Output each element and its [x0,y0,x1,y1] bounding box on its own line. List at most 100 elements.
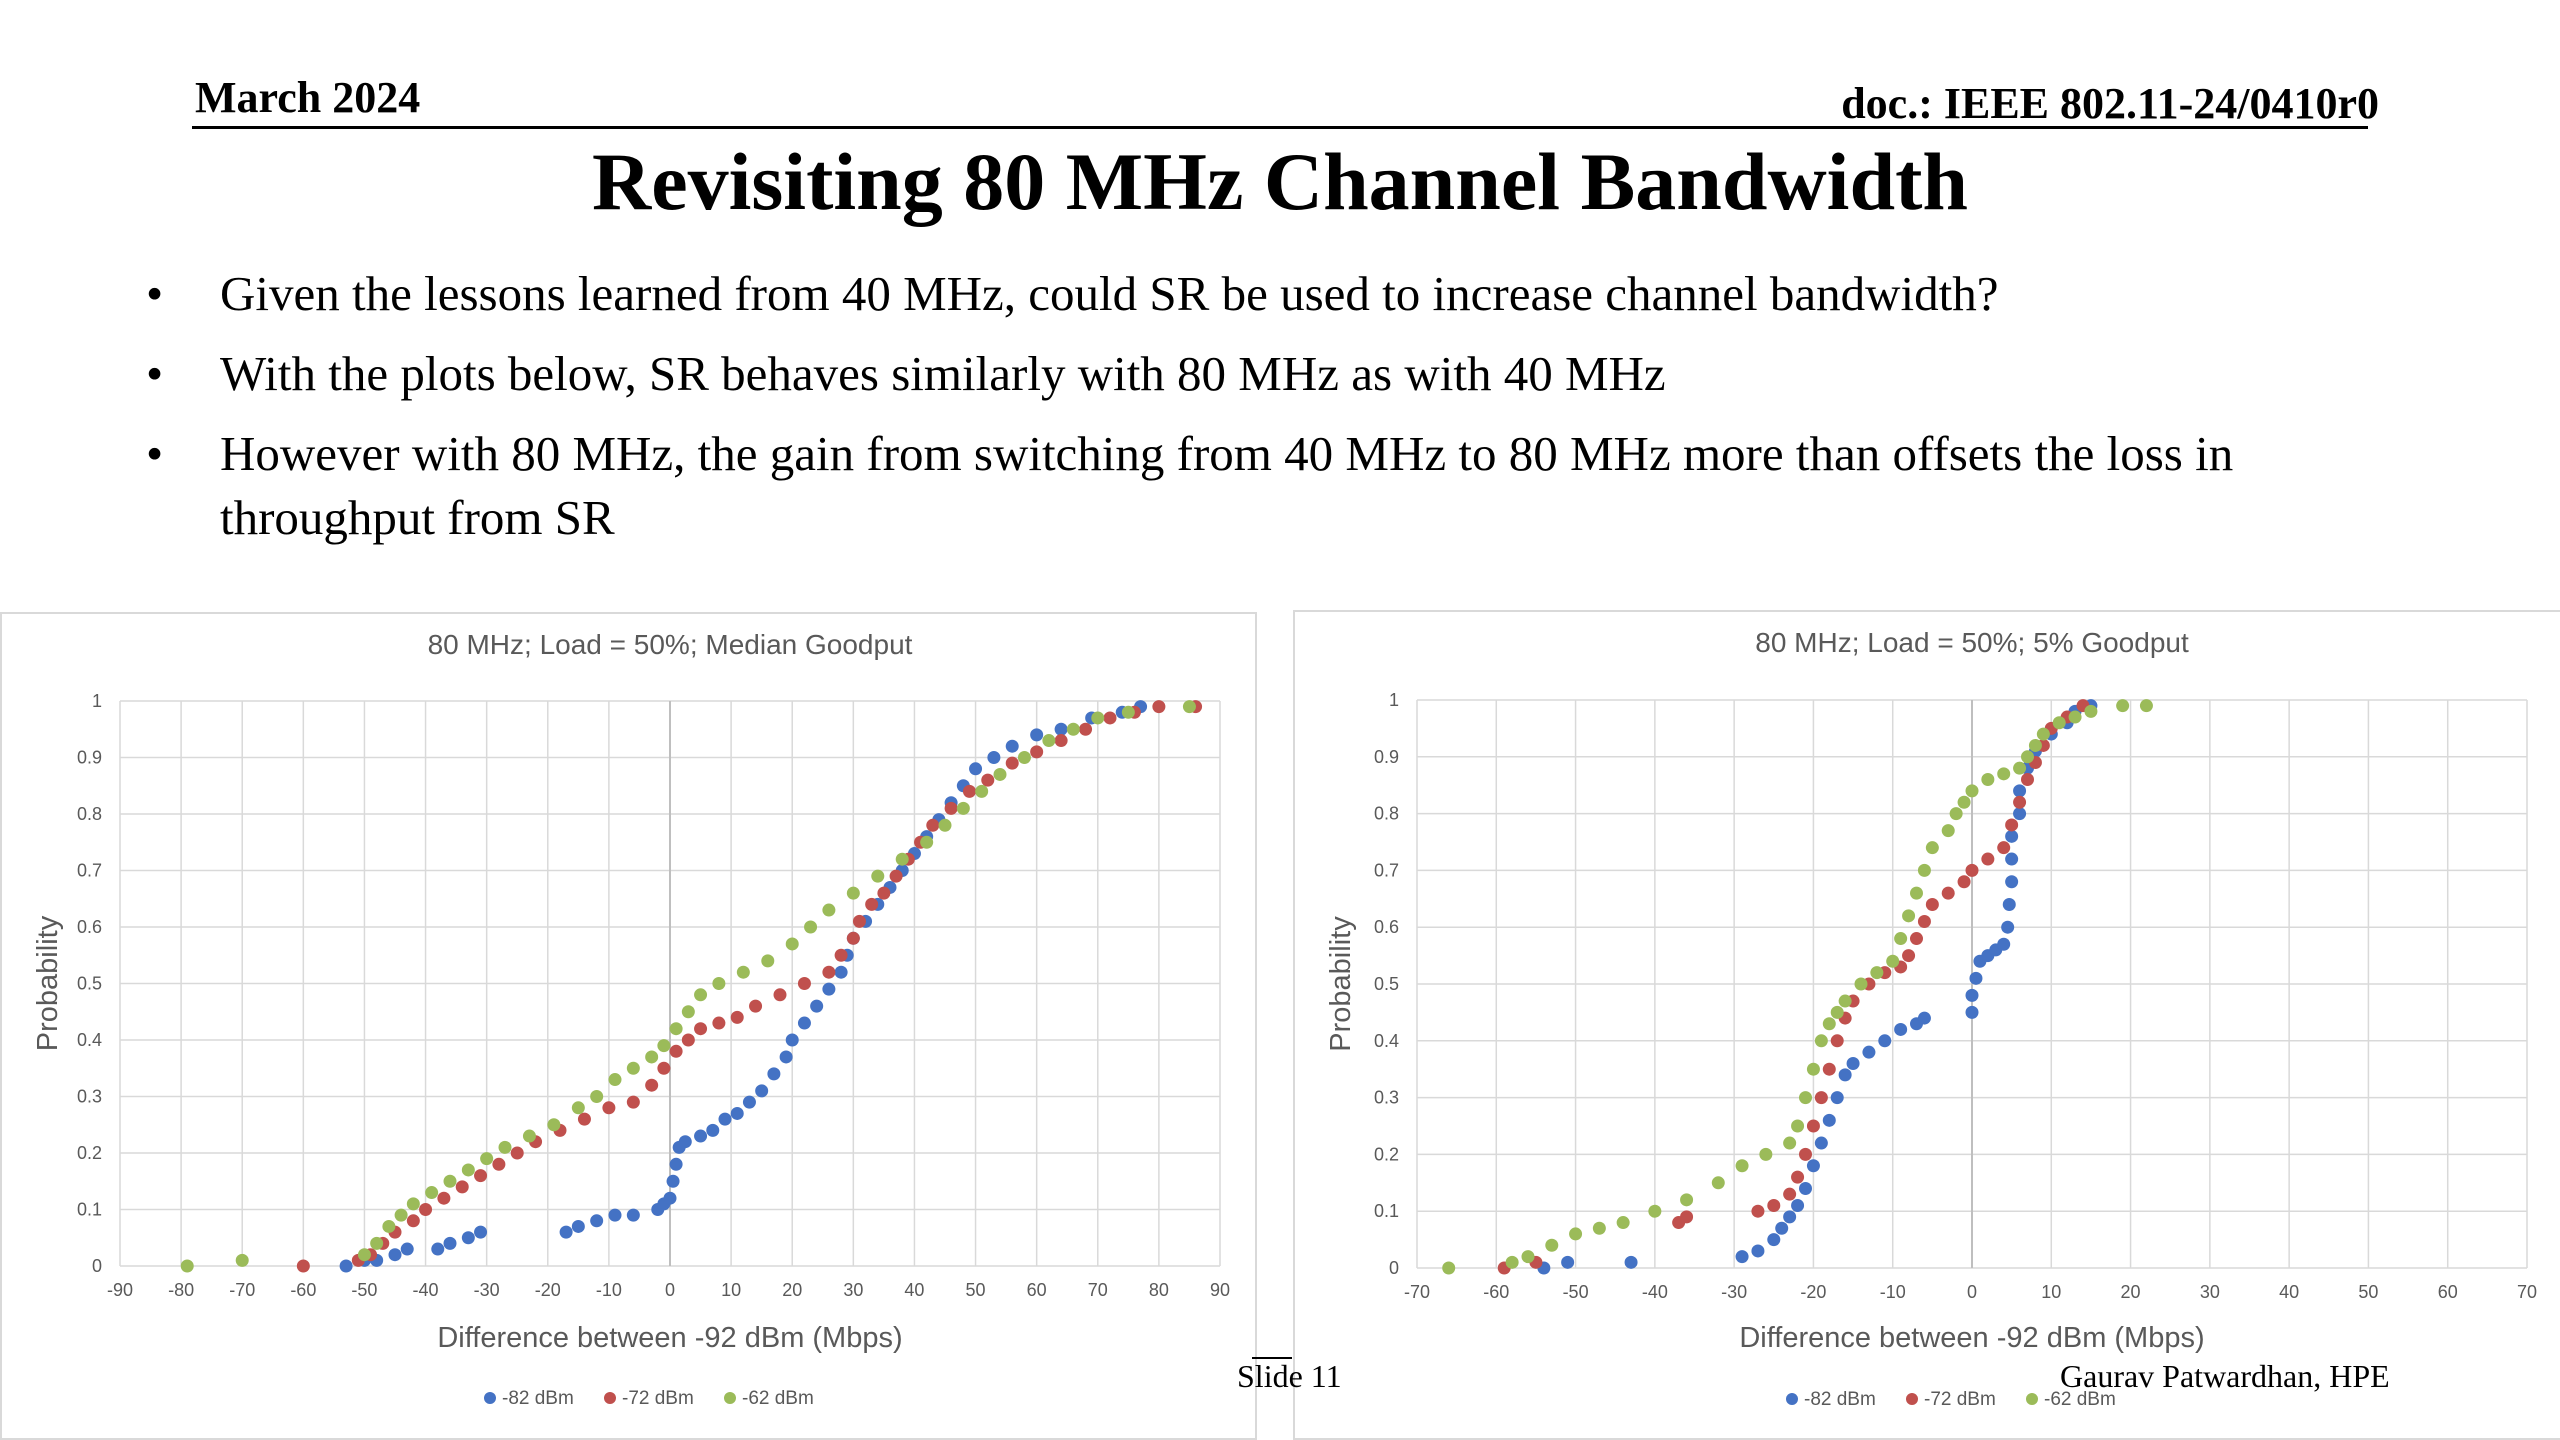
data-point [2021,773,2034,787]
legend-marker [724,1392,736,1404]
x-tick-label: 50 [966,1280,986,1300]
y-tick-label: 0 [92,1256,102,1276]
x-tick-label: 10 [2041,1282,2061,1302]
data-point [981,773,995,787]
data-point [2139,699,2153,713]
data-point [1521,1250,1535,1264]
data-point [1878,1034,1892,1048]
data-point [761,954,775,968]
data-point [1814,1034,1828,1048]
data-point [1005,756,1019,770]
data-point [2052,716,2066,730]
data-point [1592,1221,1606,1235]
data-point [559,1225,573,1239]
data-point [2013,795,2027,809]
data-point [443,1236,457,1250]
data-point [455,1180,469,1194]
data-point [510,1146,524,1160]
x-tick-label: 40 [904,1280,924,1300]
data-point [2068,710,2082,724]
data-point [669,1022,683,1036]
data-point [846,886,860,900]
data-point [1981,852,1995,866]
data-point [938,818,952,832]
bullet-item: • With the plots below, SR behaves simila… [140,342,2460,406]
data-point [1066,722,1080,736]
data-point [339,1259,353,1273]
data-point [419,1203,433,1216]
chart-panel-5pct-goodput: 80 MHz; Load = 50%; 5% Goodput -70 -60 -50-… [1293,610,2560,1440]
data-point [608,1073,622,1087]
data-point [712,1016,726,1030]
data-point [1791,1170,1805,1184]
legend-marker [2026,1393,2038,1405]
y-tick-label: 0.1 [77,1200,102,1220]
data-point [1783,1187,1797,1201]
data-point [1680,1210,1694,1224]
bullet-item: • Given the lessons learned from 40 MHz, … [140,262,2460,326]
data-point [797,1016,811,1030]
x-tick-label: 40 [2279,1282,2299,1302]
y-tick-label: 0.3 [77,1087,102,1107]
data-point [498,1140,512,1154]
data-point [1030,728,1044,742]
data-point [834,948,848,962]
y-tick-labels: 0 0.1 0.2 0.3 0.4 0.5 0.6 0.7 0.8 0.9 1 [77,691,102,1276]
slide-number-rule [1252,1357,1292,1359]
data-point [2005,852,2019,866]
data-point [2021,750,2034,764]
x-tick-label: 0 [1967,1282,1977,1302]
bullet-text: With the plots below, SR behaves similar… [220,346,1666,401]
legend-label: -82 dBm [502,1388,574,1409]
data-point [1838,994,1852,1008]
x-tick-label: -20 [1800,1282,1826,1302]
data-point [590,1214,604,1228]
x-tick-label: 70 [2517,1282,2537,1302]
x-tick-label: -90 [107,1280,133,1300]
x-tick-label: 20 [2121,1282,2141,1302]
x-tick-label: 90 [1210,1280,1230,1300]
series-2 [1497,699,2090,1275]
data-point [2013,807,2027,821]
data-point [956,801,970,815]
data-point [2005,829,2019,843]
data-point [1569,1227,1583,1241]
data-point [1949,807,1963,821]
data-point [2001,920,2015,934]
data-point [736,965,750,979]
data-point [1751,1204,1765,1218]
chart-median-goodput: 80 MHz; Load = 50%; Median Goodput -90 -80… [32,629,1230,1409]
data-point [1759,1147,1773,1161]
data-point [681,1033,695,1047]
x-tick-label: -50 [1563,1282,1589,1302]
data-point [755,1084,769,1098]
chart-5pct-goodput: 80 MHz; Load = 50%; 5% Goodput-70 -60 -50-… [1325,627,2537,1410]
data-point [1806,1062,1820,1076]
data-point [400,1242,414,1256]
y-tick-label: 0.8 [1374,804,1399,824]
data-point [834,965,848,979]
series-1 [1537,699,2098,1275]
slide-number: Slide 11 [1237,1358,1342,1394]
x-tick-label: 30 [2200,1282,2220,1302]
data-point [730,1106,744,1120]
x-axis-label: Difference between -92 dBm (Mbps) [437,1322,902,1354]
y-tick-label: 0.9 [77,748,102,768]
data-point [1917,915,1931,929]
data-point [437,1191,451,1205]
data-point [1846,1057,1860,1071]
data-point [1822,1113,1836,1127]
legend-label: -62 dBm [742,1388,814,1409]
data-point [773,988,787,1002]
data-point [1997,841,2011,855]
data-point [1917,863,1931,877]
data-point [1830,1034,1844,1048]
data-point [406,1197,420,1211]
data-point [1505,1255,1519,1269]
data-point [1775,1221,1789,1235]
y-tick-label: 0.7 [1374,860,1399,880]
data-point [1822,1062,1836,1076]
data-point [1783,1136,1797,1150]
data-point [1806,1159,1820,1173]
header-date: March 2024 [195,73,421,122]
